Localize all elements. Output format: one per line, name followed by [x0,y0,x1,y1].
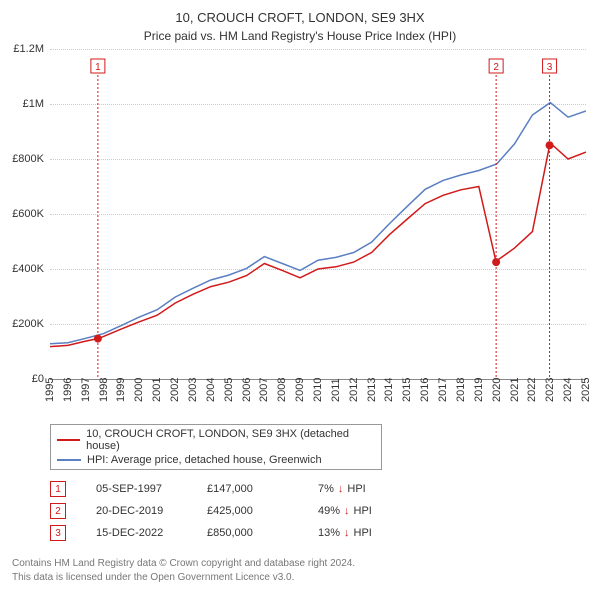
sale-index-box: 1 [50,481,66,497]
sale-diff: 13% ↓ HPI [318,527,372,539]
sale-diff: 7% ↓HPI [318,483,366,495]
y-tick-label: £200K [12,318,44,330]
x-tick-label: 2004 [205,378,217,402]
sale-row: 3 15-DEC-2022 £850,000 13% ↓ HPI [50,522,586,544]
legend-swatch [57,439,80,441]
x-tick-label: 2011 [330,378,342,402]
x-tick-label: 2014 [383,378,395,402]
x-tick-label: 2023 [544,378,556,402]
x-tick-label: 1995 [44,378,56,402]
x-tick-label: 1997 [80,378,92,402]
footer-attribution: Contains HM Land Registry data © Crown c… [12,557,355,584]
x-tick-label: 2008 [276,378,288,402]
chart-title: 10, CROUCH CROFT, LONDON, SE9 3HX [0,0,600,25]
y-tick-label: £1.2M [13,43,44,55]
sale-diff: 49% ↓ HPI [318,505,372,517]
sale-row: 1 05-SEP-1997 £147,000 7% ↓HPI [50,478,586,500]
y-tick-label: £600K [12,208,44,220]
x-tick-label: 2020 [491,378,503,402]
x-tick-label: 2005 [223,378,235,402]
x-tick-label: 2006 [241,378,253,402]
sale-date: 20-DEC-2019 [96,505,191,517]
legend-swatch [57,459,81,461]
x-tick-label: 2010 [312,378,324,402]
chart-subtitle: Price paid vs. HM Land Registry's House … [0,25,600,49]
sale-row: 2 20-DEC-2019 £425,000 49% ↓ HPI [50,500,586,522]
x-tick-label: 2022 [526,378,538,402]
series-line [50,143,586,347]
sale-price: £850,000 [207,527,302,539]
x-tick-label: 1996 [62,378,74,402]
footer-line-1: Contains HM Land Registry data © Crown c… [12,557,355,571]
legend-label: HPI: Average price, detached house, Gree… [87,454,322,466]
x-tick-label: 2025 [580,378,592,402]
sale-date: 15-DEC-2022 [96,527,191,539]
sale-dot [94,335,102,343]
legend: 10, CROUCH CROFT, LONDON, SE9 3HX (detac… [50,424,382,470]
y-tick-label: £400K [12,263,44,275]
x-tick-label: 2009 [294,378,306,402]
sale-dot [492,258,500,266]
x-tick-label: 2019 [473,378,485,402]
sale-dot [546,141,554,149]
sale-marker-idx: 3 [547,62,553,73]
sale-diff-pct: 7% [318,483,334,495]
chart-area: £0£200K£400K£600K£800K£1M£1.2M 123 [50,49,586,380]
sale-marker-idx: 2 [493,62,499,73]
sale-price: £147,000 [207,483,302,495]
x-tick-label: 2013 [366,378,378,402]
sale-diff-pct: 13% [318,527,340,539]
series-line [50,103,586,344]
x-tick-label: 1999 [115,378,127,402]
y-tick-label: £1M [23,98,44,110]
down-arrow-icon: ↓ [338,483,344,495]
x-tick-label: 2000 [133,378,145,402]
sales-table: 105-SEP-1997£147,0007%↓HPI220-DEC-2019£4… [50,478,586,544]
x-tick-label: 2003 [187,378,199,402]
x-tick-label: 2016 [419,378,431,402]
sale-price: £425,000 [207,505,302,517]
sale-index-box: 3 [50,525,66,541]
y-axis: £0£200K£400K£600K£800K£1M£1.2M [0,49,48,379]
x-tick-label: 2018 [455,378,467,402]
x-tick-label: 2002 [169,378,181,402]
down-arrow-icon: ↓ [344,527,350,539]
down-arrow-icon: ↓ [344,505,350,517]
plot-svg: 1 2 3 [50,49,586,379]
y-tick-label: £800K [12,153,44,165]
legend-row: HPI: Average price, detached house, Gree… [57,453,375,467]
x-tick-label: 2001 [151,378,163,402]
x-tick-label: 2021 [509,378,521,402]
legend-row: 10, CROUCH CROFT, LONDON, SE9 3HX (detac… [57,427,375,453]
x-tick-label: 2024 [562,378,574,402]
x-axis: 1995199619971998199920002001200220032004… [50,380,586,424]
sale-marker-idx: 1 [95,62,101,73]
x-tick-label: 2015 [401,378,413,402]
sale-diff-suffix: HPI [354,527,372,539]
sale-diff-suffix: HPI [347,483,365,495]
legend-label: 10, CROUCH CROFT, LONDON, SE9 3HX (detac… [86,428,375,452]
sale-date: 05-SEP-1997 [96,483,191,495]
sale-diff-pct: 49% [318,505,340,517]
x-tick-label: 2017 [437,378,449,402]
x-tick-label: 2007 [258,378,270,402]
sale-diff-suffix: HPI [354,505,372,517]
footer-line-2: This data is licensed under the Open Gov… [12,571,355,585]
y-tick-label: £0 [32,373,44,385]
sale-index-box: 2 [50,503,66,519]
x-tick-label: 2012 [348,378,360,402]
x-tick-label: 1998 [98,378,110,402]
